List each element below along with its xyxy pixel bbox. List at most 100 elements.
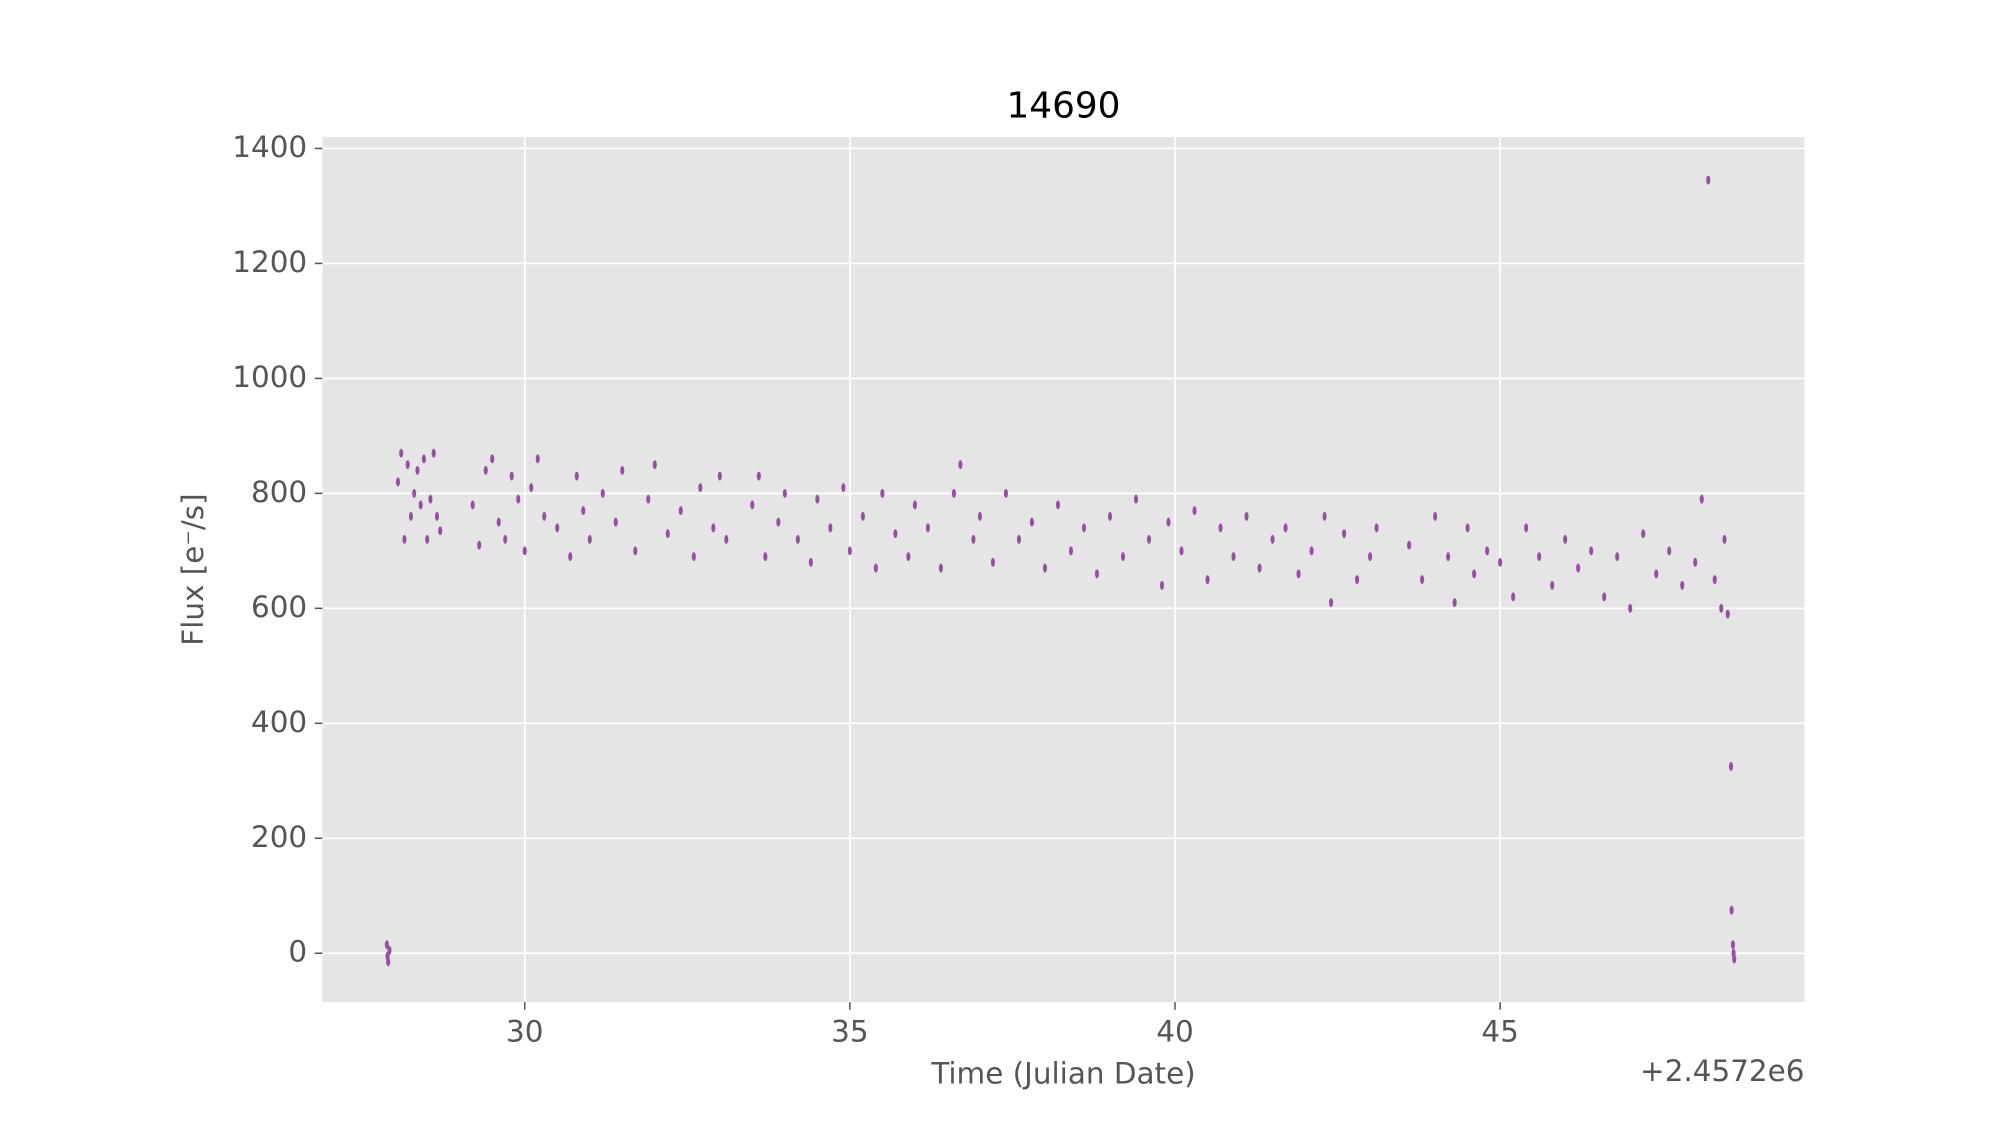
data-point xyxy=(1094,569,1100,579)
data-point xyxy=(1205,575,1210,585)
data-point xyxy=(1368,552,1373,562)
data-point xyxy=(415,465,420,475)
data-point xyxy=(847,546,852,556)
data-point xyxy=(1628,603,1633,613)
data-point xyxy=(1179,546,1184,556)
data-point xyxy=(1192,506,1197,516)
data-point xyxy=(542,511,547,521)
data-point xyxy=(828,523,833,533)
data-point xyxy=(503,534,508,544)
data-point xyxy=(1498,557,1503,567)
data-point xyxy=(1641,529,1646,539)
data-point xyxy=(990,557,995,567)
data-point xyxy=(402,534,407,544)
data-point xyxy=(763,552,768,562)
data-point xyxy=(1309,546,1314,556)
data-point xyxy=(568,552,573,562)
data-point xyxy=(509,471,514,481)
data-point xyxy=(1296,569,1301,579)
data-point xyxy=(1576,563,1581,573)
data-point xyxy=(490,454,495,464)
data-point xyxy=(860,511,865,521)
data-point xyxy=(438,526,443,536)
data-point xyxy=(724,534,729,544)
data-point xyxy=(1159,580,1165,590)
data-point xyxy=(620,465,625,475)
data-point xyxy=(555,523,560,533)
y-tick-label: 800 xyxy=(251,475,307,509)
data-point xyxy=(1029,517,1034,527)
data-point xyxy=(1485,546,1490,556)
data-point xyxy=(665,529,670,539)
x-tick-label: 35 xyxy=(831,1014,868,1048)
data-point xyxy=(633,546,638,556)
data-point xyxy=(1719,603,1724,613)
data-point xyxy=(522,546,527,556)
data-point xyxy=(1146,534,1152,544)
data-point xyxy=(1667,546,1672,556)
y-axis-label: Flux [e⁻/s] xyxy=(176,493,210,645)
data-point xyxy=(1433,511,1438,521)
y-tick-label: 600 xyxy=(251,590,307,624)
data-point xyxy=(951,488,956,498)
data-point xyxy=(1511,592,1516,602)
data-point xyxy=(698,483,703,493)
data-point xyxy=(1699,494,1704,504)
data-point xyxy=(1257,563,1262,573)
data-point xyxy=(1602,592,1607,602)
data-point xyxy=(418,500,423,510)
data-point xyxy=(399,448,404,458)
data-point xyxy=(717,471,722,481)
data-point xyxy=(938,563,943,573)
data-point xyxy=(1452,598,1457,608)
data-point xyxy=(1107,511,1113,521)
data-point xyxy=(1725,609,1730,619)
data-point xyxy=(1374,523,1379,533)
y-tick-label: 1400 xyxy=(232,130,307,164)
data-point xyxy=(1016,534,1021,544)
x-tick-label: 45 xyxy=(1481,1014,1518,1048)
y-tick-label: 0 xyxy=(288,935,307,969)
data-point xyxy=(1589,546,1594,556)
data-point xyxy=(1270,534,1275,544)
y-tick-label: 400 xyxy=(251,705,307,739)
y-tick-label: 1200 xyxy=(232,245,307,279)
data-point xyxy=(1728,761,1734,771)
data-point xyxy=(880,488,885,498)
data-point xyxy=(1537,552,1542,562)
data-point xyxy=(1355,575,1360,585)
data-point xyxy=(977,511,982,521)
data-point xyxy=(600,488,605,498)
data-point xyxy=(1342,529,1347,539)
x-axis-label: Time (Julian Date) xyxy=(930,1057,1195,1091)
data-point xyxy=(1732,954,1737,964)
data-point xyxy=(496,517,501,527)
data-point xyxy=(1446,552,1451,562)
data-point xyxy=(1407,540,1412,550)
data-point xyxy=(1329,598,1334,608)
x-tick-label: 30 xyxy=(506,1014,543,1048)
data-point xyxy=(1465,523,1470,533)
data-point xyxy=(678,506,683,516)
data-point xyxy=(529,483,534,493)
data-point xyxy=(971,534,976,544)
data-point xyxy=(385,951,390,961)
data-point xyxy=(1055,500,1061,510)
data-point xyxy=(958,460,963,470)
data-point xyxy=(711,523,716,533)
data-point xyxy=(925,523,930,533)
data-point xyxy=(776,517,781,527)
data-point xyxy=(535,454,540,464)
data-point xyxy=(428,494,433,504)
data-point xyxy=(1563,534,1568,544)
data-point xyxy=(691,552,696,562)
x-offset-label: +2.4572e6 xyxy=(1640,1054,1804,1088)
data-point xyxy=(750,500,755,510)
data-point xyxy=(1722,534,1727,544)
data-point xyxy=(613,517,618,527)
data-point xyxy=(906,552,911,562)
data-point xyxy=(1654,569,1659,579)
data-point xyxy=(1472,569,1477,579)
